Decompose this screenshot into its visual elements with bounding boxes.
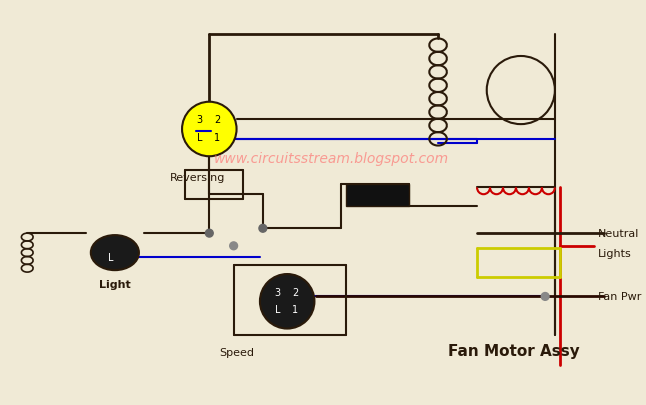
Circle shape — [541, 293, 549, 301]
Text: L: L — [275, 304, 280, 314]
Text: 3: 3 — [196, 115, 203, 125]
Text: Neutral: Neutral — [598, 228, 639, 239]
Text: 1: 1 — [214, 132, 220, 143]
Text: Light: Light — [99, 279, 130, 289]
Text: Fan Pwr: Fan Pwr — [598, 292, 641, 302]
Text: Reversing: Reversing — [171, 172, 225, 182]
Text: 2: 2 — [292, 287, 298, 297]
Circle shape — [230, 242, 238, 250]
Circle shape — [260, 274, 315, 329]
Bar — [346, 185, 409, 207]
Text: Lights: Lights — [598, 248, 632, 258]
Circle shape — [205, 230, 213, 237]
Text: 3: 3 — [275, 287, 280, 297]
Text: 1: 1 — [292, 304, 298, 314]
Circle shape — [259, 225, 267, 232]
Text: L: L — [109, 253, 114, 263]
Ellipse shape — [91, 236, 139, 271]
Text: Speed: Speed — [219, 347, 254, 357]
Circle shape — [182, 102, 236, 157]
Text: Fan Motor Assy: Fan Motor Assy — [448, 343, 579, 358]
Text: www.circuitsstream.blogspot.com: www.circuitsstream.blogspot.com — [214, 152, 450, 166]
Text: 2: 2 — [214, 115, 220, 125]
Text: L: L — [197, 132, 202, 143]
